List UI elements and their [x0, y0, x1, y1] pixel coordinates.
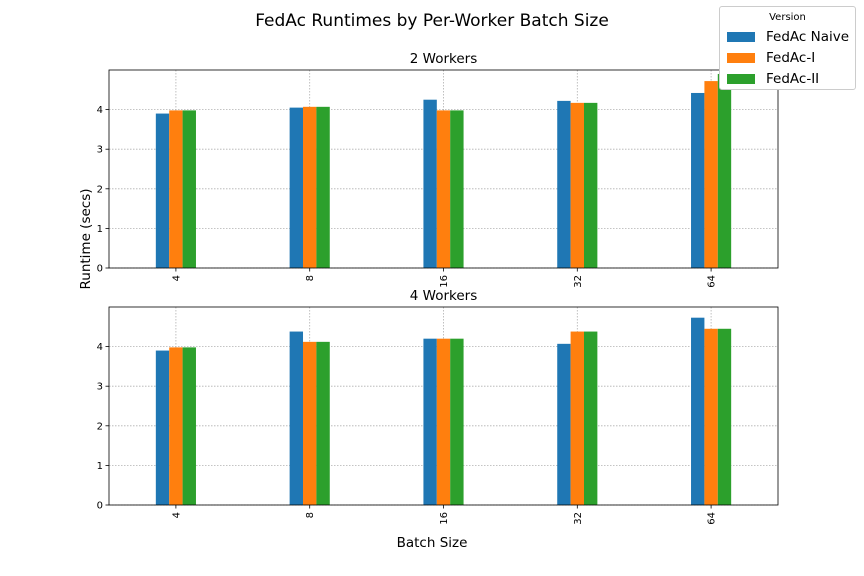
x-tick-label: 16 — [439, 275, 450, 288]
legend-swatch — [727, 74, 755, 84]
legend-item-fedac-i: FedAc-I — [727, 49, 815, 67]
legend-label: FedAc-I — [766, 50, 816, 66]
bar — [155, 113, 170, 268]
bar — [169, 347, 183, 505]
legend-item-fedac-ii: FedAc-II — [727, 70, 819, 88]
legend-item-fedac-naive: FedAc Naive — [727, 28, 849, 46]
bar — [303, 341, 317, 505]
y-tick-label: 2 — [97, 421, 103, 432]
y-tick-label: 4 — [97, 105, 103, 116]
bar — [557, 100, 571, 268]
bar — [423, 99, 437, 268]
subplot-title: 2 Workers — [410, 51, 477, 67]
bar — [691, 317, 705, 505]
x-tick-label: 32 — [573, 512, 584, 525]
y-tick-label: 3 — [97, 145, 103, 156]
bar — [717, 73, 732, 269]
legend: Version FedAc Naive FedAc-I FedAc-II — [719, 6, 856, 90]
figure-title: FedAc Runtimes by Per-Worker Batch Size — [255, 11, 609, 31]
x-tick-label: 4 — [171, 512, 182, 518]
bar — [717, 328, 732, 505]
x-axis-label: Batch Size — [397, 535, 468, 551]
bar — [557, 343, 571, 505]
bar — [436, 338, 451, 505]
y-tick-label: 1 — [97, 461, 103, 472]
chart-4-workers: 0 1 2 3 4 4 8 16 32 64 4 Workers — [97, 288, 779, 525]
subplot-title: 4 Workers — [410, 288, 477, 304]
y-tick-label: 4 — [97, 342, 103, 353]
bar — [583, 331, 598, 505]
bar — [570, 102, 584, 268]
legend-label: FedAc Naive — [766, 29, 850, 45]
y-tick-label: 0 — [97, 501, 103, 512]
y-tick-label: 2 — [97, 184, 103, 195]
bar — [450, 110, 464, 268]
bar — [182, 110, 196, 268]
legend-swatch — [727, 32, 755, 42]
x-tick-label: 4 — [171, 275, 182, 281]
bar — [289, 107, 304, 269]
plot-frame — [108, 306, 779, 506]
y-tick-label: 1 — [97, 224, 103, 235]
x-tick-label: 32 — [573, 275, 584, 288]
bar — [583, 102, 598, 268]
x-tick-label: 8 — [305, 512, 316, 518]
y-axis-label: Runtime (secs) — [78, 188, 94, 289]
bar — [450, 338, 464, 505]
bar — [436, 110, 451, 268]
legend-title: Version — [769, 12, 806, 23]
bar — [289, 331, 304, 505]
bar — [704, 81, 718, 268]
bar — [316, 106, 330, 268]
bar — [691, 92, 705, 268]
bar — [155, 350, 170, 505]
bar — [303, 106, 317, 268]
x-tick-label: 64 — [707, 512, 718, 525]
x-tick-label: 64 — [707, 275, 718, 288]
legend-swatch — [727, 53, 755, 63]
y-tick-label: 0 — [97, 264, 103, 275]
bar — [316, 341, 330, 505]
bar — [182, 347, 196, 505]
bar — [570, 331, 584, 505]
bar — [423, 338, 437, 505]
chart-2-workers: 0 1 2 3 4 4 8 16 32 64 2 Workers — [97, 51, 779, 288]
y-tick-label: 3 — [97, 382, 103, 393]
bar — [704, 328, 718, 505]
legend-label: FedAc-II — [766, 71, 820, 87]
x-tick-label: 8 — [305, 275, 316, 281]
plot-frame — [108, 69, 779, 269]
bar — [169, 110, 183, 268]
x-tick-label: 16 — [439, 512, 450, 525]
